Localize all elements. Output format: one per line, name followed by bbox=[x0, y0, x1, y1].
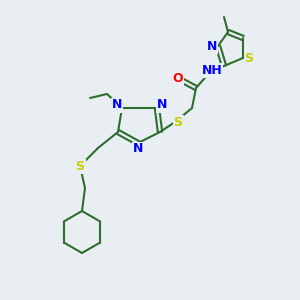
Text: S: S bbox=[244, 52, 253, 64]
Text: N: N bbox=[157, 98, 167, 112]
Text: O: O bbox=[173, 71, 183, 85]
Text: N: N bbox=[133, 142, 143, 155]
Text: NH: NH bbox=[202, 64, 222, 76]
Text: S: S bbox=[76, 160, 85, 172]
Text: N: N bbox=[112, 98, 122, 112]
Text: S: S bbox=[173, 116, 182, 128]
Text: N: N bbox=[207, 40, 217, 52]
